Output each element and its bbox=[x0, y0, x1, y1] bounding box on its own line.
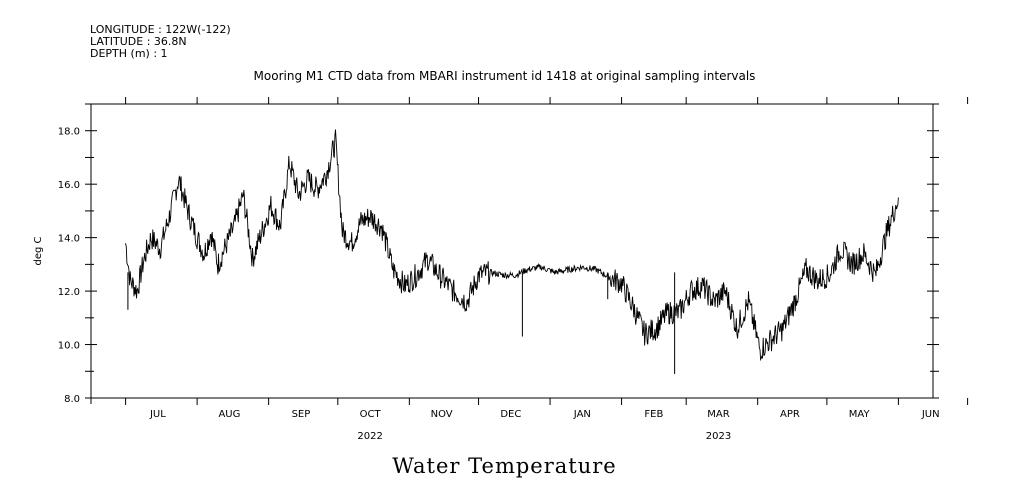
series-line bbox=[125, 129, 899, 362]
x-tick-label: FEB bbox=[644, 409, 663, 420]
depth-label: DEPTH (m) : 1 bbox=[90, 47, 168, 60]
x-tick-label: OCT bbox=[360, 409, 382, 420]
x-tick-label: APR bbox=[780, 409, 800, 420]
x-tick-label: NOV bbox=[431, 409, 453, 420]
y-tick-label: 18.0 bbox=[58, 127, 80, 138]
x-year-label: 2022 bbox=[357, 431, 382, 442]
chart-title: Water Temperature bbox=[392, 454, 617, 478]
x-tick-label: AUG bbox=[218, 409, 240, 420]
chart-subtitle: Mooring M1 CTD data from MBARI instrumen… bbox=[253, 69, 756, 83]
y-tick-label: 14.0 bbox=[58, 234, 80, 245]
x-tick-label: SEP bbox=[292, 409, 311, 420]
y-tick-label: 16.0 bbox=[58, 180, 80, 191]
plot-frame bbox=[90, 103, 934, 399]
x-tick-label: JUL bbox=[149, 409, 166, 420]
longitude-label: LONGITUDE : 122W(-122) bbox=[90, 23, 231, 36]
y-tick-label: 10.0 bbox=[58, 341, 80, 352]
x-tick-label: DEC bbox=[500, 409, 521, 420]
x-tick-label: JAN bbox=[573, 409, 591, 420]
x-tick-label: MAY bbox=[849, 409, 871, 420]
y-tick-label: 8.0 bbox=[64, 394, 80, 405]
y-axis-label: deg C bbox=[33, 236, 44, 265]
latitude-label: LATITUDE : 36.8N bbox=[90, 35, 187, 48]
x-tick-label: JUN bbox=[921, 409, 940, 420]
y-tick-label: 12.0 bbox=[58, 287, 80, 298]
x-tick-label: MAR bbox=[707, 409, 729, 420]
x-year-label: 2023 bbox=[706, 431, 731, 442]
